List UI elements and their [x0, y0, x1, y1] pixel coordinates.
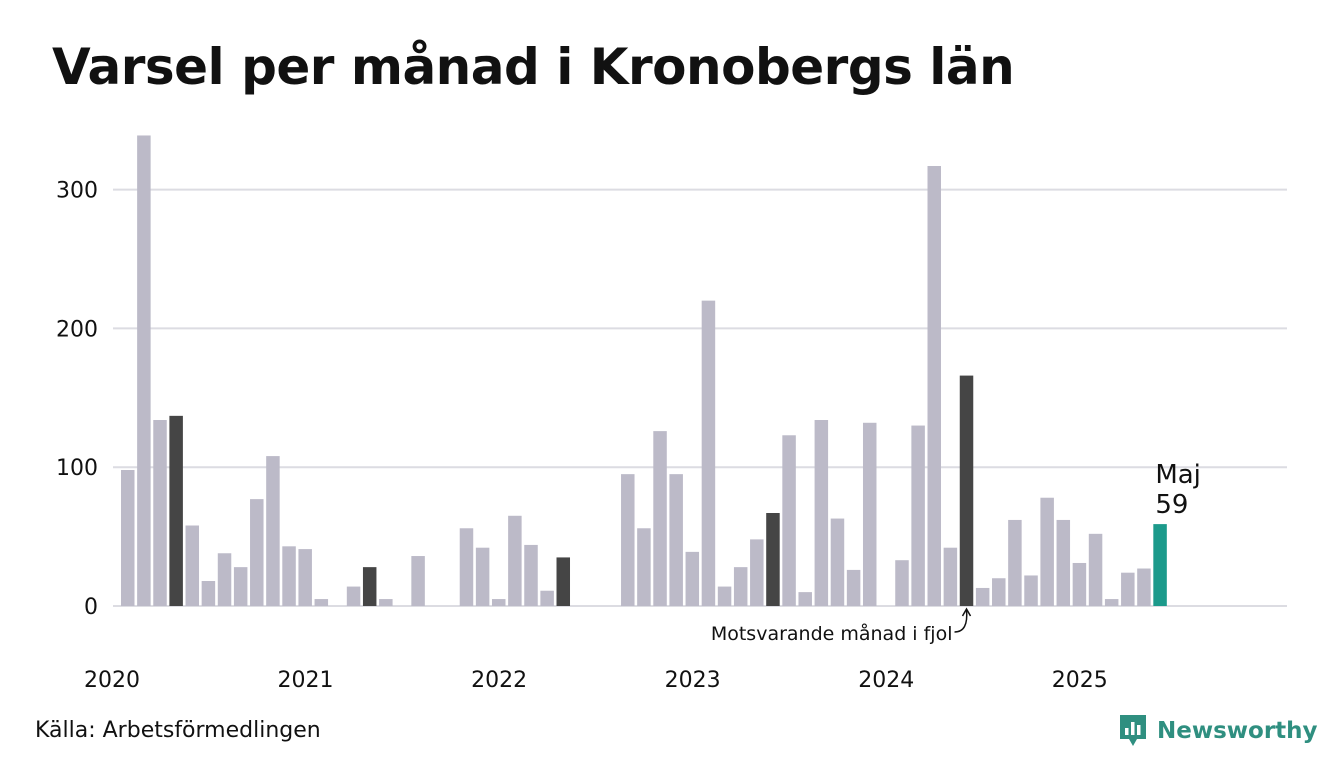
y-tick-label: 200 [56, 317, 98, 342]
bar [701, 300, 716, 606]
chart-title: Varsel per månad i Kronobergs län [52, 38, 1015, 96]
bar [1153, 524, 1167, 606]
y-tick-label: 0 [84, 595, 98, 620]
bar [1104, 599, 1119, 606]
bar [1137, 568, 1151, 606]
bar [766, 513, 780, 606]
bar [814, 420, 829, 606]
x-tick-label: 2020 [84, 668, 140, 693]
current-value-label: 59 [1155, 490, 1188, 520]
bar [201, 581, 216, 606]
bar [911, 425, 925, 606]
bar [717, 586, 732, 606]
bar [653, 431, 667, 606]
bar [153, 420, 167, 606]
bar [233, 567, 248, 606]
bar [975, 587, 990, 606]
bar [685, 551, 700, 606]
bar [750, 539, 764, 606]
y-tick-label: 100 [56, 456, 98, 481]
bar [927, 166, 941, 606]
bar [862, 422, 877, 606]
x-tick-label: 2025 [1052, 668, 1108, 693]
annotation-label: Motsvarande månad i fjol [711, 622, 953, 645]
bar [733, 567, 748, 606]
bar [362, 567, 377, 606]
newsworthy-logo-icon [1120, 715, 1146, 746]
bar [1008, 519, 1022, 606]
bar [846, 569, 861, 606]
bar [782, 435, 796, 606]
bar [137, 135, 151, 606]
bar [895, 560, 909, 606]
bar [669, 474, 683, 606]
bar [943, 547, 958, 606]
bar [298, 549, 312, 606]
bar [508, 515, 522, 606]
bar [524, 544, 538, 606]
bar [1088, 533, 1103, 606]
bar [1024, 575, 1038, 606]
bar [491, 599, 506, 606]
bar [379, 599, 393, 606]
bar [540, 590, 554, 606]
brand-name: Newsworthy [1157, 718, 1318, 744]
bar [959, 375, 974, 606]
x-tick-label: 2021 [278, 668, 334, 693]
bar [266, 456, 280, 606]
bar [830, 518, 845, 606]
bar [475, 547, 490, 606]
source-label: Källa: Arbetsförmedlingen [35, 718, 321, 743]
bar [459, 528, 474, 606]
bar [637, 528, 651, 606]
brand: Newsworthy [1117, 712, 1318, 750]
x-tick-label: 2022 [471, 668, 527, 693]
bar [621, 474, 635, 606]
x-tick-label: 2023 [665, 668, 721, 693]
current-month-label: Maj [1155, 460, 1201, 490]
bar [346, 586, 361, 606]
bar [217, 553, 232, 606]
bar [169, 415, 183, 606]
annotation-arrowhead [961, 607, 972, 617]
bar [556, 557, 571, 606]
bar [1072, 562, 1087, 606]
bar [1040, 497, 1054, 606]
bar [250, 499, 264, 606]
y-tick-label: 300 [56, 179, 98, 204]
bar [1121, 572, 1135, 606]
bar [798, 592, 812, 606]
annotation-arrow [954, 609, 968, 633]
bar [282, 546, 296, 606]
bar [992, 578, 1006, 606]
bar [121, 469, 135, 606]
bar [1056, 519, 1071, 606]
y-axis-ticks: 0 100 200 300 [56, 179, 98, 620]
x-axis-ticks: 2020 2021 2022 2023 2024 2025 [84, 668, 1108, 693]
bar [411, 556, 425, 606]
bar [314, 599, 329, 606]
bar [185, 525, 200, 606]
bars [121, 135, 1167, 606]
gridlines [113, 188, 1287, 607]
x-tick-label: 2024 [858, 668, 914, 693]
